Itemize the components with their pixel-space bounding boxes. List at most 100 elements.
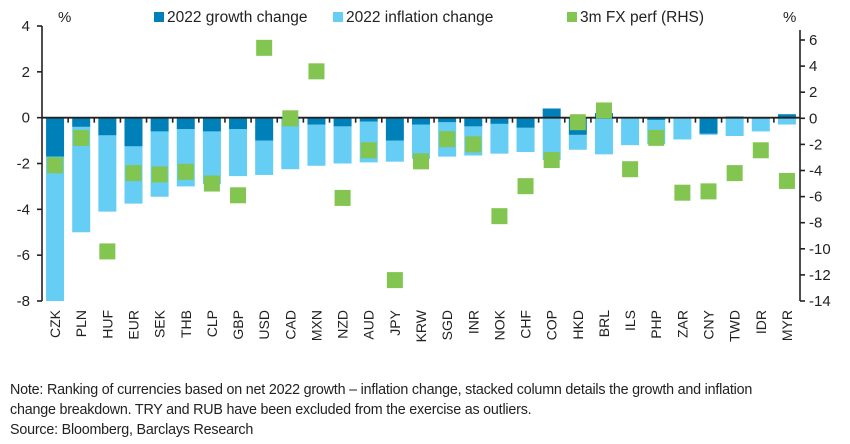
growth-bar-inr (464, 117, 483, 127)
legend: 2022 growth change 2022 inflation change 3… (154, 9, 704, 26)
chart-notes: Note: Ranking of currencies based on net… (10, 380, 845, 440)
fx-point-twd (726, 165, 743, 182)
fx-point-huf (99, 243, 116, 260)
inflation-bar-pln (72, 126, 91, 233)
fx-point-clp (203, 175, 220, 192)
growth-bar-huf (98, 117, 117, 136)
growth-bar-krw (412, 117, 430, 125)
fx-point-brl (595, 102, 612, 119)
category-label: SEK (152, 309, 168, 338)
fx-point-sgd (439, 131, 456, 148)
growth-bar-usd (255, 117, 274, 141)
legend-label-0: 2022 growth change (167, 9, 307, 26)
category-label: CNY (701, 309, 717, 339)
fx-point-chf (517, 178, 534, 195)
growth-bar-eur (124, 117, 143, 147)
category-label: INR (465, 310, 481, 334)
growth-bar-cny (699, 117, 718, 134)
fx-point-czk (47, 157, 64, 174)
category-label: GBP (230, 310, 246, 340)
category-label: ILS (622, 310, 638, 331)
inflation-bar-cop (542, 117, 561, 161)
category-label: ZAR (674, 310, 690, 338)
source-line: Source: Bloomberg, Barclays Research (10, 422, 254, 438)
fx-point-cop (543, 152, 560, 169)
right-tick-label: -6 (809, 189, 822, 206)
inflation-bar-cny (699, 133, 718, 135)
growth-bar-thb (176, 117, 195, 130)
fx-point-cny (700, 183, 717, 200)
right-tick-label: -10 (809, 241, 831, 258)
growth-bar-mxn (307, 117, 326, 125)
category-label: COP (544, 310, 560, 340)
category-label: TWD (727, 310, 743, 342)
fx-point-sek (151, 166, 168, 183)
left-tick-label: -8 (17, 293, 30, 310)
category-label: CHF (518, 310, 534, 339)
growth-bar-myr (777, 114, 796, 118)
inflation-bar-twd (725, 117, 744, 136)
right-tick-label: 4 (809, 58, 817, 75)
growth-bar-gbp (229, 117, 248, 130)
fx-point-nzd (334, 189, 351, 206)
category-label: NZD (335, 310, 351, 339)
inflation-bar-huf (98, 135, 117, 212)
legend-swatch-0 (154, 12, 164, 22)
right-tick-label: -12 (809, 267, 831, 284)
left-tick-label: -4 (17, 201, 30, 218)
fx-point-pln (73, 129, 90, 146)
fx-point-eur (125, 165, 142, 182)
category-label: NOK (491, 309, 507, 340)
fx-point-usd (256, 39, 273, 56)
fx-point-inr (465, 136, 482, 153)
inflation-bar-nzd (333, 126, 352, 164)
inflation-bar-krw (412, 124, 430, 159)
right-tick-label: -4 (809, 163, 822, 180)
inflation-bar-usd (255, 140, 274, 175)
category-label: CLP (204, 310, 220, 337)
growth-bar-chf (516, 117, 535, 128)
category-label: HUF (99, 310, 115, 339)
growth-bar-pln (72, 117, 91, 127)
inflation-bar-myr (777, 117, 796, 125)
right-tick-label: -8 (809, 215, 822, 232)
fx-point-nok (491, 208, 508, 225)
inflation-bar-clp (202, 131, 221, 185)
category-label: THB (178, 310, 194, 338)
growth-bar-sgd (438, 117, 457, 123)
inflation-bar-mxn (307, 124, 326, 166)
category-label: CAD (282, 310, 298, 340)
growth-bar-sek (150, 117, 169, 132)
inflation-bar-zar (673, 117, 692, 140)
category-label: USD (256, 310, 272, 340)
category-label: MYR (779, 310, 795, 341)
growth-bar-nok (490, 117, 509, 124)
growth-bar-cop (542, 108, 561, 118)
note-line-1: Note: Ranking of currencies based on net… (10, 382, 753, 398)
fx-point-aud (360, 142, 377, 159)
category-label: PLN (73, 310, 89, 337)
category-label: BRL (596, 310, 612, 337)
legend-label-1: 2022 inflation change (346, 9, 493, 26)
category-labels: CZK PLN HUF EUR SEK THB CLP GBP USD CAD MXN NZD AUD J… (47, 309, 795, 342)
inflation-bar-gbp (229, 129, 248, 177)
inflation-bar-hkd (568, 134, 587, 150)
category-label: SGD (439, 310, 455, 340)
fx-point-cad (282, 110, 299, 127)
fx-point-zar (674, 184, 691, 201)
left-tick-label: 2 (22, 64, 30, 81)
inflation-bar-ils (621, 117, 640, 146)
left-tick-label: 4 (22, 18, 30, 35)
fx-point-thb (177, 163, 194, 180)
category-label: JPY (387, 309, 403, 335)
fx-point-hkd (569, 114, 586, 131)
inflation-bar-sek (150, 131, 169, 197)
category-label: CZK (47, 309, 63, 338)
axes-layer: 4 2 0 -2 -4 -6 -8 6 4 2 0 -2 -4 -6 -8 -10 -12 -14 (17, 18, 831, 310)
fx-point-php (648, 129, 665, 146)
fx-point-idr (752, 142, 769, 159)
right-tick-label: 6 (809, 32, 817, 49)
left-tick-label: -2 (17, 156, 30, 173)
note-line-2: change breakdown. TRY and RUB have been … (10, 402, 532, 418)
legend-swatch-2 (567, 12, 577, 22)
